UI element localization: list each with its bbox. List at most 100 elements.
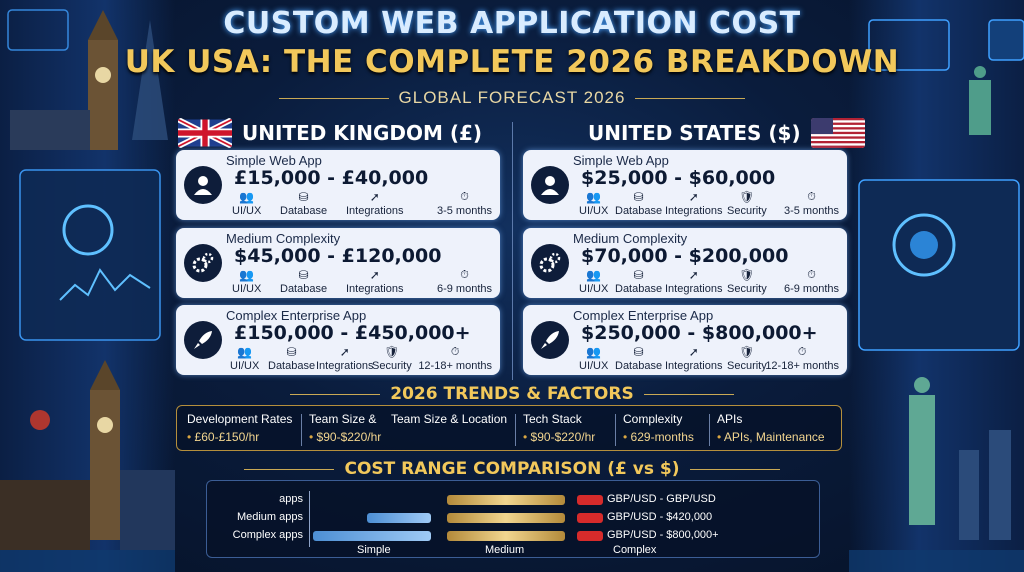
row-label: Complex apps: [232, 529, 303, 541]
duration: ⏱ 12-18+ months: [418, 346, 492, 372]
shield-icon: 🛡: [739, 345, 755, 359]
rocket-small-icon: ➚: [369, 190, 380, 204]
rocket-small-icon: ➚: [339, 345, 350, 359]
card-title: Complex Enterprise App: [226, 308, 367, 323]
feature-uiux: 👥 UI/UX: [579, 345, 609, 372]
rocket-small-icon: ➚: [688, 268, 699, 282]
comparison-note: GBP/USD - $800,000+: [607, 529, 719, 541]
feature-uiux: 👥 UI/UX: [232, 268, 262, 295]
rocket-icon: [531, 321, 569, 359]
feature-list: 👥 UI/UX ⛁ Database ➚ Integrations 🛡 Security: [224, 342, 496, 372]
page-title: CUSTOM WEB APPLICATION COST: [223, 6, 801, 41]
feature-integrations: ➚ Integrations: [316, 345, 374, 372]
simple-bar-medium: [367, 513, 431, 523]
comparison-note: GBP/USD - GBP/USD: [607, 493, 716, 505]
trend-tech-stack: Tech Stack $90-$220/hr: [523, 412, 595, 444]
user-icon: [531, 166, 569, 204]
category-label: Simple: [357, 544, 391, 556]
trends-title: 2026 TRENDS & FACTORS: [0, 384, 1024, 404]
medium-bar-complex: [447, 531, 565, 541]
card-price: $45,000 - £120,000: [234, 245, 442, 267]
uk-card-medium: Medium Complexity $45,000 - £120,000 👥 UI…: [176, 228, 500, 298]
feature-uiux: 👥 UI/UX: [232, 190, 262, 217]
page-subtitle: GLOBAL FORECAST 2026: [0, 88, 1024, 108]
duration: ⏱ 3-5 months: [436, 191, 492, 217]
feature-uiux: 👥 UI/UX: [579, 190, 609, 217]
us-card-complex: Complex Enterprise App $250,000 - $800,0…: [523, 305, 847, 375]
feature-list: 👥 UI/UX ⛁ Database ➚ Integrations: [224, 187, 496, 217]
rocket-small-icon: ➚: [688, 345, 699, 359]
feature-integrations: ➚ Integrations: [665, 190, 723, 217]
card-title: Simple Web App: [573, 153, 669, 168]
page-title-secondary: UK USA: THE COMPLETE 2026 BREAKDOWN: [124, 44, 900, 80]
feature-list: 👥 UI/UX ⛁ Database ➚ Integrations 🛡 Security: [571, 187, 843, 217]
feature-integrations: ➚ Integrations: [665, 345, 723, 372]
trend-team-size-location: Team Size & Location: [391, 412, 508, 426]
shield-icon: 🛡: [739, 190, 755, 204]
people-icon: 👥: [586, 268, 602, 282]
stopwatch-icon: ⏱: [460, 191, 469, 203]
complex-bar-complex: [577, 531, 603, 541]
database-icon: ⛁: [298, 190, 309, 204]
feature-database: ⛁ Database: [615, 345, 663, 372]
feature-database: ⛁ Database: [268, 345, 316, 372]
trend-development-rates: Development Rates £60-£150/hr: [187, 412, 292, 444]
feature-security: 🛡 Security: [727, 345, 767, 372]
medium-bar-medium: [447, 513, 565, 523]
medium-bar-apps: [447, 495, 565, 505]
duration: ⏱ 6-9 months: [436, 269, 492, 295]
trend-separator: [709, 414, 710, 446]
comparison-panel: apps Medium apps Complex apps GBP/USD - …: [206, 480, 820, 558]
card-price: £150,000 - £450,000+: [234, 322, 471, 344]
database-icon: ⛁: [633, 190, 644, 204]
card-price: £15,000 - £40,000: [234, 167, 429, 189]
left-skyline-art: [0, 0, 175, 572]
duration: ⏱ 3-5 months: [783, 191, 839, 217]
feature-list: 👥 UI/UX ⛁ Database ➚ Integrations 🛡 Security: [571, 265, 843, 295]
database-icon: ⛁: [286, 345, 297, 359]
duration: ⏱ 12-18+ months: [765, 346, 839, 372]
trend-separator: [515, 414, 516, 446]
trend-separator: [301, 414, 302, 446]
people-icon: 👥: [239, 190, 255, 204]
trend-separator: [615, 414, 616, 446]
card-price: $250,000 - $800,000+: [581, 322, 818, 344]
feature-integrations: ➚ Integrations: [346, 268, 404, 295]
row-label: Medium apps: [236, 511, 303, 523]
comparison-note: GBP/USD - $420,000: [607, 511, 713, 523]
row-label: apps: [279, 493, 303, 505]
people-icon: 👥: [237, 345, 253, 359]
rocket-icon: [184, 321, 222, 359]
trend-team-size: Team Size & $90-$220/hr: [309, 412, 381, 444]
uk-card-complex: Complex Enterprise App £150,000 - £450,0…: [176, 305, 500, 375]
database-icon: ⛁: [298, 268, 309, 282]
right-skyline-art: [849, 0, 1024, 572]
stopwatch-icon: ⏱: [460, 269, 469, 281]
feature-integrations: ➚ Integrations: [665, 268, 723, 295]
feature-list: 👥 UI/UX ⛁ Database ➚ Integrations: [224, 265, 496, 295]
rocket-small-icon: ➚: [688, 190, 699, 204]
comparison-axis: [309, 491, 310, 547]
complex-bar-apps: [577, 495, 603, 505]
feature-database: ⛁ Database: [615, 268, 663, 295]
complex-bar-medium: [577, 513, 603, 523]
people-icon: 👥: [586, 190, 602, 204]
feature-database: ⛁ Database: [280, 268, 328, 295]
us-card-simple: Simple Web App $25,000 - $60,000 👥 UI/UX …: [523, 150, 847, 220]
database-icon: ⛁: [633, 268, 644, 282]
people-icon: 👥: [239, 268, 255, 282]
gears-icon: [531, 244, 569, 282]
card-price: $70,000 - $200,000: [581, 245, 789, 267]
trends-panel: Development Rates £60-£150/hr Team Size …: [176, 405, 842, 451]
column-divider: [512, 122, 513, 380]
stopwatch-icon: ⏱: [797, 346, 807, 358]
user-icon: [184, 166, 222, 204]
category-label: Complex: [613, 544, 657, 556]
comparison-title: COST RANGE COMPARISON (£ vs $): [0, 459, 1024, 479]
feature-database: ⛁ Database: [280, 190, 328, 217]
stopwatch-icon: ⏱: [807, 191, 816, 203]
us-flag-icon: [810, 118, 865, 148]
card-title: Medium Complexity: [573, 231, 688, 246]
category-label: Medium: [485, 544, 525, 556]
